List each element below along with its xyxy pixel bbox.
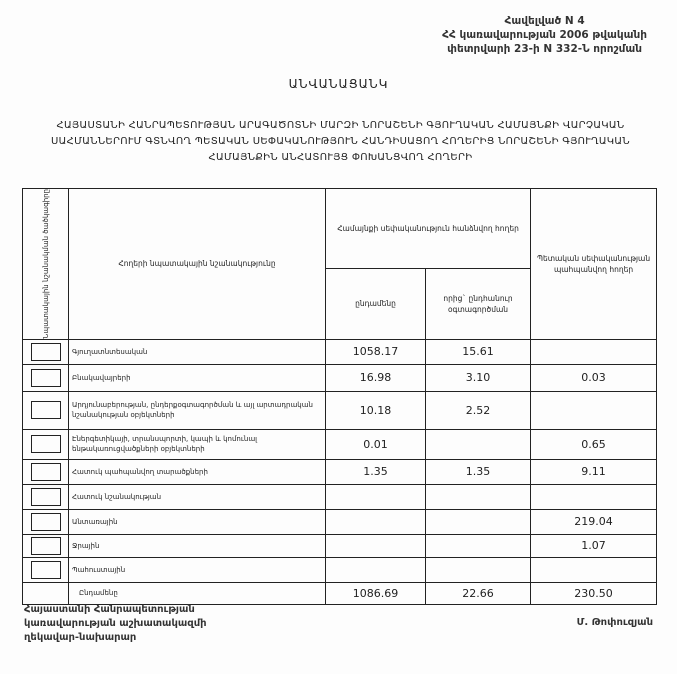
code-box (30, 536, 61, 555)
header-row: Նպատակային նշանակման ծածկագիրը Հողերի նպ… (22, 188, 658, 340)
header-of-which: որից` ընդհանուր օգտագործման (424, 267, 532, 340)
code-cell (22, 556, 69, 583)
code-box (30, 435, 61, 454)
table-row: Բնակավայրերի 16.98 3.10 0.03 (22, 363, 658, 392)
of-which-cell (424, 508, 532, 535)
of-which-cell: 2.52 (424, 390, 532, 430)
total-cell (325, 483, 426, 510)
of-which-cell (424, 556, 532, 583)
code-cell (22, 338, 69, 365)
total-total: 1086.69 (325, 581, 426, 605)
purpose-cell: Պահուստային (68, 556, 326, 583)
header-community-group: Համայնքի սեփականություն հանձնվող հողեր (324, 188, 532, 269)
of-which-cell (424, 533, 532, 558)
table-row: Էներգետիկայի, տրանսպորտի, կապի և կոմունա… (22, 428, 658, 460)
purpose-cell: Արդյունաբերության, ընդերքօգտագործման և ա… (68, 390, 326, 430)
purpose-cell: Հատուկ պահպանվող տարածքների (68, 458, 326, 485)
signatory-title: Հայաստանի Հանրապետության կառավարության ա… (24, 603, 207, 645)
code-box (30, 342, 61, 361)
signatory-name: Մ. Թոփուզյան (576, 617, 653, 628)
of-which-cell (424, 428, 532, 460)
code-box (30, 487, 61, 506)
code-cell (22, 458, 69, 485)
total-state: 230.50 (530, 581, 658, 605)
table-row: Ջրային 1.07 (22, 533, 658, 558)
of-which-cell (424, 483, 532, 510)
state-cell (530, 556, 658, 583)
total-code (22, 581, 69, 605)
header-purpose: Հողերի նպատակային նշանակությունը (68, 188, 326, 340)
total-cell: 1058.17 (325, 338, 426, 365)
code-box (30, 512, 61, 531)
appendix-line: ՀՀ կառավարության 2006 թվականի (442, 29, 647, 41)
header-total: ընդամենը (325, 267, 426, 340)
signatory-line: կառավարության աշխատակազմի (24, 618, 207, 629)
table-row: Պահուստային (22, 556, 658, 583)
code-cell (22, 483, 69, 510)
appendix-note: Հավելված N 4 ՀՀ կառավարության 2006 թվակա… (442, 14, 647, 56)
purpose-cell: Էներգետիկայի, տրանսպորտի, կապի և կոմունա… (68, 428, 326, 460)
table-row: Հատուկ նշանակության (22, 483, 658, 510)
total-cell (325, 533, 426, 558)
code-cell (22, 390, 69, 430)
total-cell: 0.01 (325, 428, 426, 460)
header-state: Պետական սեփականության պահպանվող հողեր (530, 188, 658, 340)
code-box (30, 368, 61, 387)
code-box (30, 401, 61, 420)
code-cell (22, 508, 69, 535)
of-which-cell: 15.61 (424, 338, 532, 365)
purpose-cell: Հատուկ նշանակության (68, 483, 326, 510)
total-cell: 16.98 (325, 363, 426, 392)
code-box (30, 560, 61, 579)
purpose-cell: Գյուղատնտեսական (68, 338, 326, 365)
code-box (30, 462, 61, 481)
header-code: Նպատակային նշանակման ծածկագիրը (22, 188, 69, 340)
code-cell (22, 363, 69, 392)
total-of-which: 22.66 (424, 581, 532, 605)
of-which-cell: 1.35 (424, 458, 532, 485)
purpose-cell: Ջրային (68, 533, 326, 558)
total-cell: 1.35 (325, 458, 426, 485)
appendix-line: փետրվարի 23-ի N 332-Ն որոշման (447, 43, 642, 55)
of-which-cell: 3.10 (424, 363, 532, 392)
appendix-line: Հավելված N 4 (504, 15, 585, 27)
total-cell (325, 556, 426, 583)
total-row: Ընդամենը 1086.69 22.66 230.50 (22, 581, 658, 605)
state-cell: 1.07 (530, 533, 658, 558)
state-cell: 9.11 (530, 458, 658, 485)
state-cell (530, 483, 658, 510)
signatory-line: ղեկավար-նախարար (24, 632, 137, 643)
state-cell: 0.03 (530, 363, 658, 392)
land-table: Նպատակային նշանակման ծածկագիրը Հողերի նպ… (22, 188, 658, 605)
table-row: Գյուղատնտեսական 1058.17 15.61 (22, 338, 658, 365)
document-title: ԱՆՎԱՆԱՑԱՆԿ (288, 77, 389, 91)
code-cell (22, 533, 69, 558)
table-row: Անտառային 219.04 (22, 508, 658, 535)
subheader-row: ընդամենը որից` ընդհանուր օգտագործման (23, 267, 657, 340)
state-cell (530, 390, 658, 430)
purpose-cell: Բնակավայրերի (68, 363, 326, 392)
code-cell (22, 428, 69, 460)
document-subtitle: ՀԱՅԱՍՏԱՆԻ ՀԱՆՐԱՊԵՏՈՒԹՅԱՆ ԱՐԱԳԱԾՈՏՆԻ ՄԱՐԶ… (51, 120, 630, 163)
total-cell: 10.18 (325, 390, 426, 430)
signatory-line: Հայաստանի Հանրապետության (24, 604, 195, 615)
total-label: Ընդամենը (68, 581, 326, 605)
state-cell (530, 338, 658, 365)
state-cell: 219.04 (530, 508, 658, 535)
state-cell: 0.65 (530, 428, 658, 460)
table-row: Հատուկ պահպանվող տարածքների 1.35 1.35 9.… (22, 458, 658, 485)
table-row: Արդյունաբերության, ընդերքօգտագործման և ա… (22, 390, 658, 430)
purpose-cell: Անտառային (68, 508, 326, 535)
total-cell (325, 508, 426, 535)
